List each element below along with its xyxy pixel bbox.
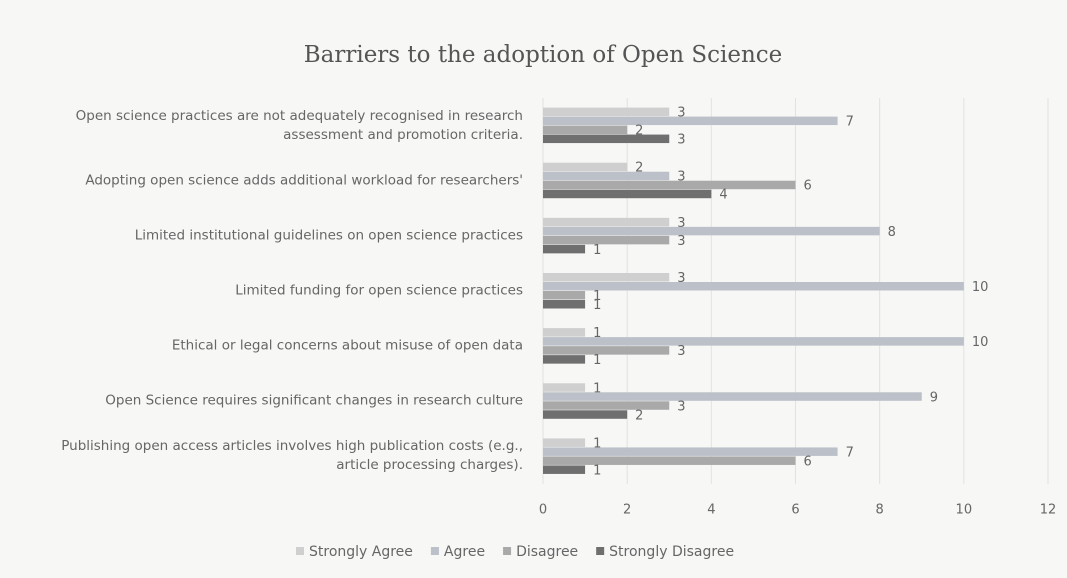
bar xyxy=(543,401,670,410)
bar xyxy=(543,300,586,309)
data-label: 3 xyxy=(677,170,685,185)
bar xyxy=(543,447,838,456)
data-label: 1 xyxy=(593,243,601,258)
bar xyxy=(543,217,670,227)
data-label: 9 xyxy=(930,390,938,405)
category-label: Publishing open access articles involves… xyxy=(61,438,523,474)
data-label: 8 xyxy=(888,225,896,240)
bar xyxy=(543,180,796,190)
legend-label: Strongly Agree xyxy=(309,544,413,560)
bar xyxy=(543,162,628,172)
bar xyxy=(543,328,586,337)
data-label: 3 xyxy=(677,216,685,231)
x-tick-label: 8 xyxy=(876,503,884,518)
legend-swatch xyxy=(296,547,304,555)
bar xyxy=(543,291,586,300)
data-label: 3 xyxy=(677,106,685,121)
bar xyxy=(543,226,880,236)
bar xyxy=(543,355,586,364)
data-label: 6 xyxy=(804,179,812,194)
bar xyxy=(543,383,586,392)
data-label: 1 xyxy=(593,463,601,478)
category-label: Adopting open science adds additional wo… xyxy=(85,172,523,189)
legend-label: Disagree xyxy=(516,544,578,560)
bar xyxy=(543,273,670,282)
bar xyxy=(543,189,712,199)
bar xyxy=(543,456,796,465)
bar xyxy=(543,125,628,135)
x-tick-label: 4 xyxy=(707,503,715,518)
chart-title: Barriers to the adoption of Open Science xyxy=(304,42,783,68)
x-tick-label: 0 xyxy=(539,503,547,518)
bar xyxy=(543,392,922,401)
data-label: 1 xyxy=(593,298,601,313)
data-label: 3 xyxy=(677,133,685,148)
data-label: 1 xyxy=(593,326,601,341)
bar xyxy=(543,134,670,144)
data-label: 3 xyxy=(677,399,685,414)
category-label: Limited funding for open science practic… xyxy=(235,282,523,299)
category-label: Ethical or legal concerns about misuse o… xyxy=(171,337,523,354)
bar xyxy=(543,171,670,181)
data-label: 1 xyxy=(593,289,601,304)
x-tick-label: 6 xyxy=(791,503,799,518)
data-label: 2 xyxy=(635,408,643,423)
data-label: 7 xyxy=(846,445,854,460)
legend-label: Strongly Disagree xyxy=(609,544,734,560)
data-label: 6 xyxy=(804,454,812,469)
legend-label: Agree xyxy=(444,544,485,560)
bar xyxy=(543,282,964,291)
bar xyxy=(543,337,964,346)
data-label: 1 xyxy=(593,353,601,368)
data-label: 10 xyxy=(972,335,989,350)
category-label: Open Science requires significant change… xyxy=(105,392,523,409)
x-tick-label: 12 xyxy=(1040,503,1057,518)
bar xyxy=(543,465,586,474)
data-label: 3 xyxy=(677,344,685,359)
bar xyxy=(543,235,670,245)
legend-swatch xyxy=(596,547,605,555)
bar xyxy=(543,107,670,117)
legend-swatch xyxy=(430,547,439,555)
bar xyxy=(543,244,586,254)
data-label: 4 xyxy=(719,188,727,203)
bar xyxy=(543,438,586,447)
data-label: 10 xyxy=(972,280,989,295)
data-label: 2 xyxy=(635,161,643,176)
bar xyxy=(543,116,838,126)
bar xyxy=(543,410,628,419)
x-tick-label: 10 xyxy=(956,503,973,518)
data-label: 2 xyxy=(635,124,643,139)
category-label: Limited institutional guidelines on open… xyxy=(134,227,523,244)
x-tick-label: 2 xyxy=(623,503,631,518)
data-label: 7 xyxy=(846,115,854,130)
category-label: Open science practices are not adequatel… xyxy=(75,107,523,143)
data-label: 3 xyxy=(677,271,685,286)
data-label: 3 xyxy=(677,234,685,249)
bar xyxy=(543,346,670,355)
data-label: 1 xyxy=(593,436,601,451)
legend-swatch xyxy=(503,547,512,555)
data-label: 1 xyxy=(593,381,601,396)
